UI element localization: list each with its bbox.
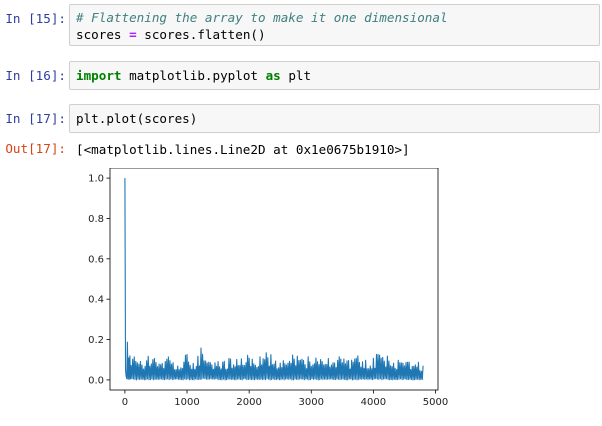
code-line: # Flattening the array to make it one di… bbox=[76, 9, 448, 26]
code-line: scores = scores.flatten() bbox=[76, 26, 266, 43]
code-cell-17[interactable]: plt.plot(scores) bbox=[69, 104, 600, 133]
code-token: plt.plot(scores) bbox=[76, 111, 198, 126]
scores-line bbox=[124, 178, 424, 381]
x-tick-label: 5000 bbox=[423, 397, 448, 408]
code-token: import bbox=[76, 68, 122, 83]
code-line: import matplotlib.pyplot as plt bbox=[76, 67, 311, 84]
code-token: as bbox=[265, 68, 281, 83]
x-tick-label: 3000 bbox=[299, 397, 324, 408]
code-cell-15[interactable]: # Flattening the array to make it one di… bbox=[69, 4, 600, 46]
y-tick-label: 0.8 bbox=[88, 214, 104, 225]
plot-frame bbox=[109, 168, 439, 391]
code-cell-16[interactable]: import matplotlib.pyplot as plt bbox=[69, 61, 600, 90]
cell-prompt-out-17: Out[17]: bbox=[5, 141, 66, 156]
x-tick-label: 2000 bbox=[236, 397, 261, 408]
code-token: scores bbox=[76, 27, 130, 42]
cell-prompt-in-16: In [16]: bbox=[5, 68, 66, 83]
code-token: scores.flatten() bbox=[136, 27, 266, 42]
cell-prompt-in-17: In [17]: bbox=[5, 111, 66, 126]
line-plot: 0 1000 2000 3000 4000 5000 0.0 0.2 0.4 0.6 0.8 1.0 bbox=[88, 168, 448, 408]
x-tick-label: 0 bbox=[122, 397, 128, 408]
code-token: = bbox=[129, 27, 137, 42]
x-tick-label: 4000 bbox=[361, 397, 386, 408]
code-token: plt bbox=[280, 68, 312, 83]
y-tick-label: 1.0 bbox=[88, 174, 104, 185]
cell-prompt-in-15: In [15]: bbox=[5, 11, 66, 26]
y-tick-label: 0.4 bbox=[88, 295, 104, 306]
code-token: # Flattening the array to make it one di… bbox=[76, 10, 448, 25]
x-tick-label: 1000 bbox=[174, 397, 199, 408]
y-tick-label: 0.6 bbox=[88, 254, 104, 265]
code-line: plt.plot(scores) bbox=[76, 110, 197, 127]
y-tick-label: 0.0 bbox=[88, 375, 104, 386]
output-text: [<matplotlib.lines.Line2D at 0x1e0675b19… bbox=[76, 142, 410, 157]
code-token: matplotlib.pyplot bbox=[121, 68, 266, 83]
y-tick-label: 0.2 bbox=[88, 335, 104, 346]
